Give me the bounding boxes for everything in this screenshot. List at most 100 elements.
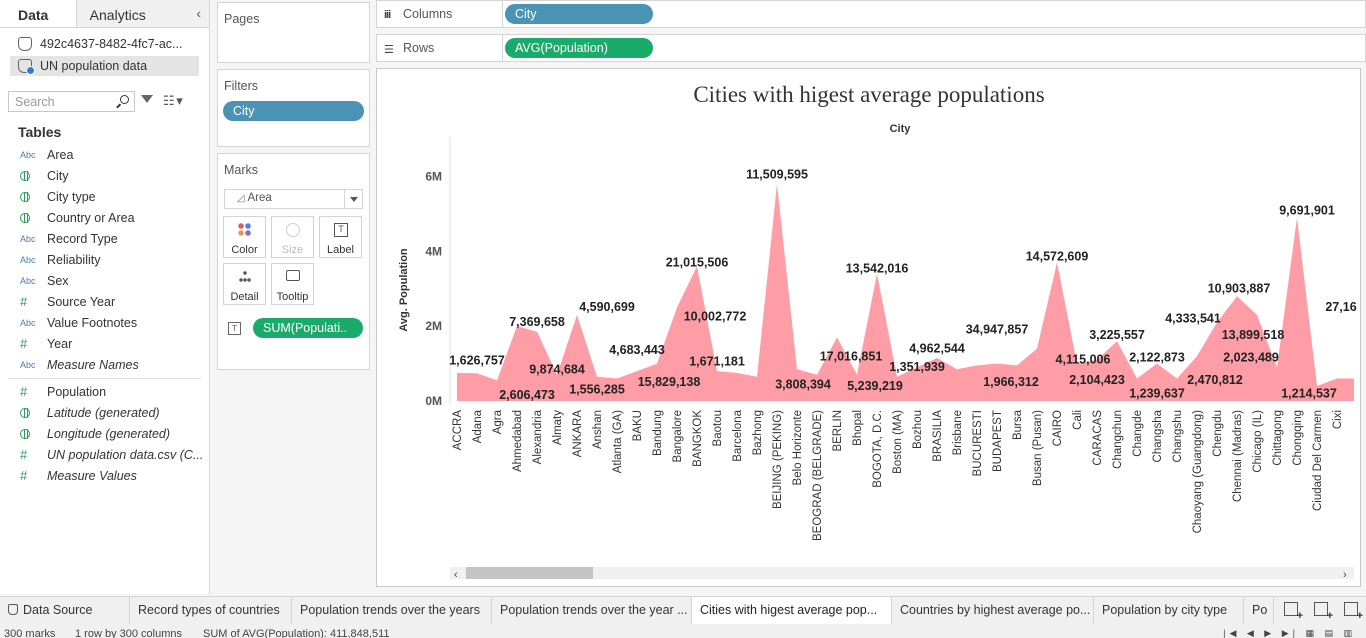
y-tick-label: 0M: [425, 394, 442, 408]
label-label: Label: [327, 244, 354, 256]
sheet-tab[interactable]: Population by city type: [1094, 597, 1244, 624]
x-tick-label: Changshu: [1172, 410, 1184, 462]
field-item[interactable]: Abc Area: [0, 144, 209, 165]
pages-card[interactable]: Pages: [217, 2, 370, 63]
data-source-tab-icon: [8, 604, 18, 615]
data-label: 11,509,595: [746, 167, 808, 181]
field-item[interactable]: Country or Area: [0, 207, 209, 228]
field-item[interactable]: Abc Record Type: [0, 228, 209, 249]
sheet-tab[interactable]: Po: [1244, 597, 1274, 624]
mark-type-select[interactable]: ◿ Area: [224, 189, 363, 209]
x-tick-label: Adana: [472, 409, 484, 443]
data-label: 2,470,812: [1187, 373, 1243, 387]
tab-data[interactable]: Data: [0, 0, 77, 27]
data-label: 1,626,757: [449, 353, 505, 367]
data-label: 2,104,423: [1069, 373, 1125, 387]
rows-pill-avg-population[interactable]: AVG(Population): [505, 38, 653, 58]
data-label: 7,369,658: [509, 315, 565, 329]
detail-button[interactable]: Detail: [223, 263, 266, 305]
rows-shelf-label: ☰ Rows: [377, 35, 503, 61]
horizontal-scrollbar-track: [450, 567, 1354, 579]
new-dashboard-icon[interactable]: [1314, 602, 1333, 622]
field-item[interactable]: # Source Year: [0, 291, 209, 312]
field-name: Value Footnotes: [47, 315, 138, 330]
filters-title: Filters: [224, 79, 259, 93]
field-item[interactable]: # Population: [0, 381, 209, 402]
sheet-nav-controls[interactable]: |◀ ◀ ▶ ▶| ▦ ▤ ▥: [1223, 628, 1356, 638]
data-label: 10,903,887: [1208, 281, 1271, 295]
field-item[interactable]: City type: [0, 186, 209, 207]
x-tick-label: BUDAPEST: [992, 410, 1004, 472]
data-label: 21,015,506: [666, 255, 729, 269]
search-input[interactable]: Search: [8, 90, 135, 112]
data-label: 13,899,518: [1222, 328, 1285, 342]
x-tick-label: Chaoyang (Guangdong): [1192, 410, 1204, 534]
x-tick-label: Brisbane: [952, 410, 964, 455]
x-tick-label: Almaty: [552, 410, 564, 445]
size-icon: [286, 223, 300, 237]
x-tick-label: Agra: [492, 409, 504, 434]
sheet-tab[interactable]: Countries by highest average po...: [892, 597, 1094, 624]
x-tick-label: CARACAS: [1092, 410, 1104, 466]
field-item[interactable]: Abc Reliability: [0, 249, 209, 270]
mark-pill-population[interactable]: SUM(Populati..: [253, 318, 363, 338]
field-item[interactable]: Abc Measure Names: [0, 354, 209, 375]
database-active-icon: [18, 59, 35, 75]
field-name: City type: [47, 189, 96, 204]
tab-data-source[interactable]: Data Source: [0, 597, 130, 624]
field-name: Source Year: [47, 294, 116, 309]
sheet-tab[interactable]: Population trends over the years: [292, 597, 492, 624]
size-button[interactable]: Size: [271, 216, 314, 258]
label-button[interactable]: T Label: [319, 216, 362, 258]
data-label: 1,214,537: [1281, 386, 1337, 400]
columns-icon: iii: [384, 9, 391, 21]
columns-pill-city[interactable]: City: [505, 4, 653, 24]
status-marks: 300 marks: [4, 628, 56, 638]
color-button[interactable]: Color: [223, 216, 266, 258]
rows-shelf[interactable]: ☰ Rows AVG(Population): [376, 34, 1366, 62]
filters-card[interactable]: Filters City: [217, 69, 370, 147]
data-label: 1,351,939: [889, 360, 945, 374]
data-pane: Data Analytics ‹ 492c4637-8482-4fc7-ac..…: [0, 0, 210, 594]
string-field-icon: Abc: [20, 275, 36, 286]
field-item[interactable]: Abc Sex: [0, 270, 209, 291]
horizontal-scrollbar-thumb[interactable]: [466, 567, 593, 579]
y-tick-label: 4M: [425, 244, 442, 258]
data-source-item[interactable]: 492c4637-8482-4fc7-ac...: [10, 34, 199, 54]
new-worksheet-icon[interactable]: [1284, 602, 1303, 622]
sheet-tab[interactable]: Population trends over the year ...: [492, 597, 692, 624]
sheet-tab[interactable]: Record types of countries: [130, 597, 292, 624]
view-options-icon[interactable]: ☷ ▾: [163, 93, 183, 108]
field-name: Latitude (generated): [47, 405, 160, 420]
data-label: 10,002,772: [684, 310, 747, 324]
columns-shelf[interactable]: iii Columns City: [376, 0, 1366, 28]
field-item[interactable]: Latitude (generated): [0, 402, 209, 423]
filter-pill-city[interactable]: City: [223, 101, 364, 121]
geo-field-icon: [20, 428, 30, 439]
x-tick-label: Barcelona: [732, 409, 744, 461]
field-item[interactable]: City: [0, 165, 209, 186]
field-item[interactable]: # UN population data.csv (C...: [0, 444, 209, 465]
data-label: 4,115,006: [1056, 353, 1111, 367]
data-source-item-active[interactable]: UN population data: [10, 56, 199, 76]
field-item[interactable]: Abc Value Footnotes: [0, 312, 209, 333]
filter-icon[interactable]: [141, 95, 153, 107]
detail-icon: [238, 270, 252, 284]
field-item[interactable]: # Year: [0, 333, 209, 354]
string-field-icon: Abc: [20, 233, 36, 244]
field-item[interactable]: # Measure Values: [0, 465, 209, 486]
tab-analytics[interactable]: Analytics ‹: [76, 0, 209, 27]
rows-label: Rows: [403, 41, 435, 55]
sheet-tab[interactable]: Cities with higest average pop...: [692, 597, 892, 624]
x-tick-label: Anshan: [592, 410, 604, 449]
x-tick-label: BAKU: [632, 410, 644, 441]
field-item[interactable]: Longitude (generated): [0, 423, 209, 444]
tooltip-button[interactable]: Tooltip: [271, 263, 314, 305]
new-story-icon[interactable]: [1344, 602, 1363, 622]
area-chart: Cities with higest average populations Ci…: [398, 82, 1357, 581]
status-bar: 300 marks 1 row by 300 columns SUM of AV…: [0, 624, 1366, 638]
color-label: Color: [231, 244, 258, 256]
collapse-pane-icon[interactable]: ‹: [196, 5, 201, 21]
size-label: Size: [281, 244, 304, 256]
x-tick-label: Bozhou: [912, 410, 924, 449]
